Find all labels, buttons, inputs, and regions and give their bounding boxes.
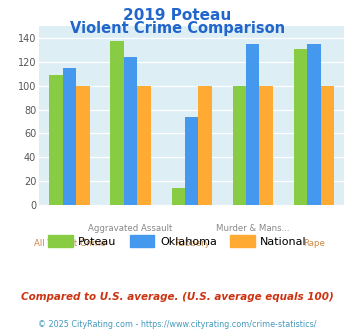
- Bar: [307, 44, 321, 205]
- Bar: [321, 86, 334, 205]
- Bar: [76, 86, 90, 205]
- Bar: [124, 57, 137, 205]
- Bar: [198, 86, 212, 205]
- Bar: [49, 75, 63, 205]
- Text: Aggravated Assault: Aggravated Assault: [88, 224, 173, 233]
- Text: 2019 Poteau: 2019 Poteau: [124, 8, 231, 23]
- Bar: [171, 188, 185, 205]
- Bar: [246, 44, 260, 205]
- Bar: [260, 86, 273, 205]
- Text: Compared to U.S. average. (U.S. average equals 100): Compared to U.S. average. (U.S. average …: [21, 292, 334, 302]
- Text: Robbery: Robbery: [174, 239, 210, 248]
- Text: Violent Crime Comparison: Violent Crime Comparison: [70, 21, 285, 36]
- Text: Rape: Rape: [303, 239, 325, 248]
- Bar: [294, 49, 307, 205]
- Text: All Violent Crime: All Violent Crime: [34, 239, 105, 248]
- Text: Murder & Mans...: Murder & Mans...: [216, 224, 290, 233]
- Bar: [110, 41, 124, 205]
- Bar: [63, 68, 76, 205]
- Bar: [185, 117, 198, 205]
- Bar: [137, 86, 151, 205]
- Bar: [233, 86, 246, 205]
- Text: © 2025 CityRating.com - https://www.cityrating.com/crime-statistics/: © 2025 CityRating.com - https://www.city…: [38, 320, 317, 329]
- Legend: Poteau, Oklahoma, National: Poteau, Oklahoma, National: [44, 231, 311, 252]
